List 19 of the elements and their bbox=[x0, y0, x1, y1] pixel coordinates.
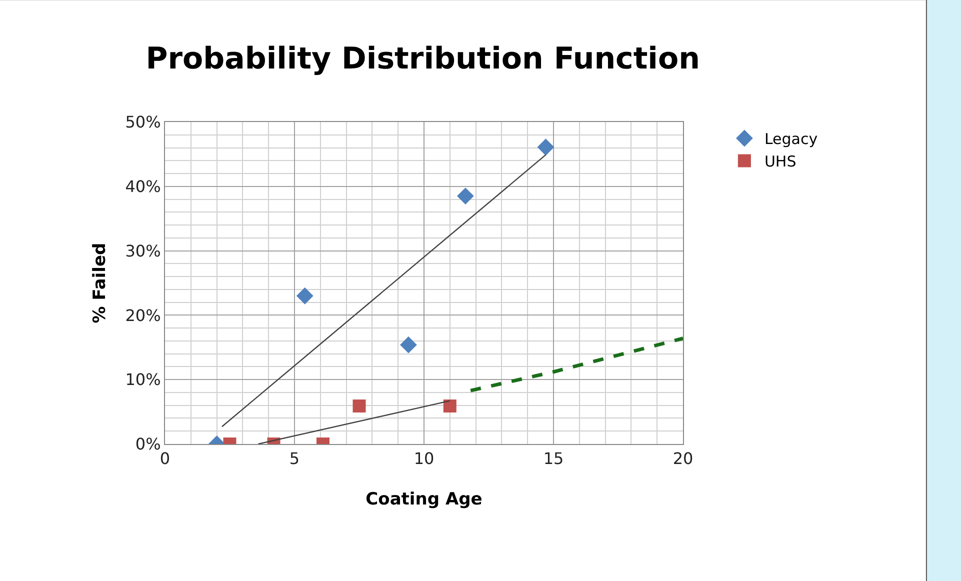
legend-label: Legacy bbox=[764, 130, 818, 148]
y-tick-label: 40% bbox=[125, 177, 161, 196]
point bbox=[456, 188, 474, 205]
x-axis-title: Coating Age bbox=[366, 490, 482, 510]
x-tick-label: 0 bbox=[160, 449, 170, 468]
x-tick-label: 15 bbox=[543, 449, 564, 468]
chart-title: Probability Distribution Function bbox=[146, 42, 700, 77]
x-tick-label: 20 bbox=[672, 449, 694, 468]
point bbox=[537, 138, 554, 156]
y-tick-label: 50% bbox=[125, 112, 161, 132]
y-tick-label: 30% bbox=[125, 241, 161, 260]
y-axis-title: % Failed bbox=[90, 242, 110, 324]
point bbox=[296, 287, 314, 304]
y-tick-label: 0% bbox=[135, 434, 161, 454]
legend-label: UHS bbox=[764, 152, 796, 171]
x-tick-label: 10 bbox=[414, 449, 434, 468]
y-tick-label: 10% bbox=[125, 370, 161, 390]
x-tick-label: 5 bbox=[289, 449, 300, 468]
y-tick-label: 20% bbox=[125, 306, 161, 325]
